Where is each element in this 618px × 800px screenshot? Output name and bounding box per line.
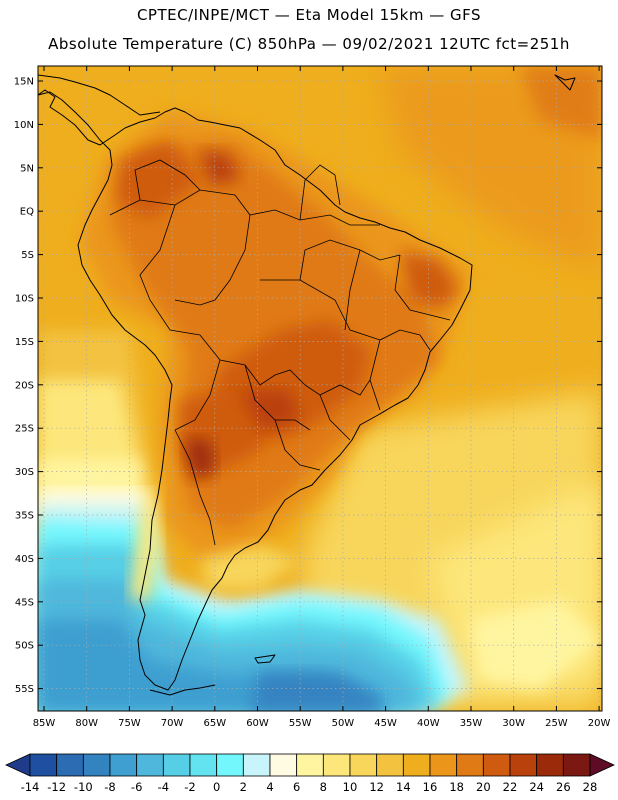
colorbar-swatch xyxy=(162,753,191,777)
colorbar-swatch xyxy=(402,753,431,777)
colorbar-swatch xyxy=(456,753,484,777)
lon-label: 75W xyxy=(118,718,141,729)
colorbar-swatch xyxy=(536,753,564,777)
colorbar-label: -8 xyxy=(104,780,115,794)
lon-label: 60W xyxy=(246,718,269,729)
colorbar-label: 12 xyxy=(369,780,384,794)
colorbar-label: 0 xyxy=(213,780,220,794)
lon-label: 50W xyxy=(332,718,355,729)
colorbar-label: 16 xyxy=(423,780,438,794)
colorbar-swatch xyxy=(482,753,511,777)
colorbar-swatch xyxy=(376,753,404,777)
lat-label: 5N xyxy=(20,163,34,174)
lat-label: 50S xyxy=(15,641,34,652)
lat-label: 15N xyxy=(14,77,34,88)
colorbar-label: 28 xyxy=(583,780,598,794)
lon-label: 25W xyxy=(545,718,568,729)
colorbar-label: 18 xyxy=(449,780,464,794)
lat-label: 20S xyxy=(15,380,34,391)
colorbar-swatch xyxy=(562,753,591,777)
colorbar-swatch xyxy=(509,753,538,777)
lat-label: 45S xyxy=(15,597,34,608)
lat-label: 5S xyxy=(21,250,34,261)
colorbar-swatch xyxy=(189,753,218,777)
colorbar-swatch xyxy=(136,753,164,777)
lat-label: EQ xyxy=(20,207,34,218)
colorbar-label: -2 xyxy=(184,780,195,794)
colorbar-label: 14 xyxy=(396,780,411,794)
colorbar-label: 4 xyxy=(266,780,273,794)
coastlines xyxy=(38,74,576,696)
country-borders xyxy=(109,159,451,546)
map-title: CPTEC/INPE/MCT — Eta Model 15km — GFS xyxy=(136,6,482,24)
lat-label: 55S xyxy=(15,684,34,695)
lon-label: 80W xyxy=(75,718,98,729)
longitude-axis: 85W 80W 75W 70W 65W 60W 55W 50W 45W 40W 35W 30W 25W 2… xyxy=(33,66,611,729)
lon-label: 30W xyxy=(502,718,525,729)
colorbar-label: -10 xyxy=(74,780,93,794)
colorbar-label: -14 xyxy=(21,780,40,794)
colorbar-swatch xyxy=(296,753,324,777)
lon-label: 20W xyxy=(588,718,611,729)
colorbar-label: 24 xyxy=(529,780,544,794)
colorbar-label: 2 xyxy=(240,780,247,794)
colorbar-label: -6 xyxy=(131,780,142,794)
colorbar-label: 6 xyxy=(293,780,300,794)
colorbar-swatch xyxy=(269,753,298,777)
colorbar-low-arrow xyxy=(5,753,31,777)
colorbar-swatch xyxy=(29,753,58,777)
latitude-axis: 15N 10N 5N EQ 5S 10S 15S 20S 25S 30S 35S 40S 45S 50S 5… xyxy=(14,77,602,695)
colorbar-swatch xyxy=(349,753,378,777)
map-frame xyxy=(37,65,603,712)
lon-label: 55W xyxy=(289,718,312,729)
colorbar-label: -12 xyxy=(47,780,66,794)
lat-label: 35S xyxy=(15,511,34,522)
colorbar-swatch xyxy=(242,753,271,777)
colorbar-label: -4 xyxy=(158,780,169,794)
colorbar-swatch xyxy=(322,753,351,777)
colorbar-label: 10 xyxy=(343,780,358,794)
lat-label: 15S xyxy=(15,337,34,348)
colorbar-swatch xyxy=(56,753,84,777)
colorbar-swatch xyxy=(109,753,138,777)
lon-label: 85W xyxy=(33,718,56,729)
lon-label: 70W xyxy=(161,718,184,729)
lat-label: 10S xyxy=(15,294,34,305)
lon-label: 35W xyxy=(460,718,483,729)
colorbar-label: 8 xyxy=(320,780,327,794)
lat-label: 30S xyxy=(15,467,34,478)
colorbar-label: 22 xyxy=(503,780,518,794)
colorbar-swatch xyxy=(216,753,244,777)
colorbar-swatch xyxy=(429,753,458,777)
lon-label: 45W xyxy=(374,718,397,729)
map-subtitle: Absolute Temperature (C) 850hPa — 09/02/… xyxy=(48,35,570,53)
colorbar: -14 -12 -10 -8 -6 -4 -2 0 2 4 6 8 10 12 14 16 18 20 22 24 26… xyxy=(5,753,615,794)
lon-label: 65W xyxy=(203,718,226,729)
lat-label: 25S xyxy=(15,424,34,435)
colorbar-label: 20 xyxy=(476,780,491,794)
colorbar-swatch xyxy=(82,753,111,777)
colorbar-high-arrow xyxy=(589,753,615,777)
lon-label: 40W xyxy=(417,718,440,729)
lat-label: 40S xyxy=(15,554,34,565)
temperature-field xyxy=(38,66,602,711)
colorbar-label: 26 xyxy=(556,780,571,794)
lat-label: 10N xyxy=(14,120,34,131)
